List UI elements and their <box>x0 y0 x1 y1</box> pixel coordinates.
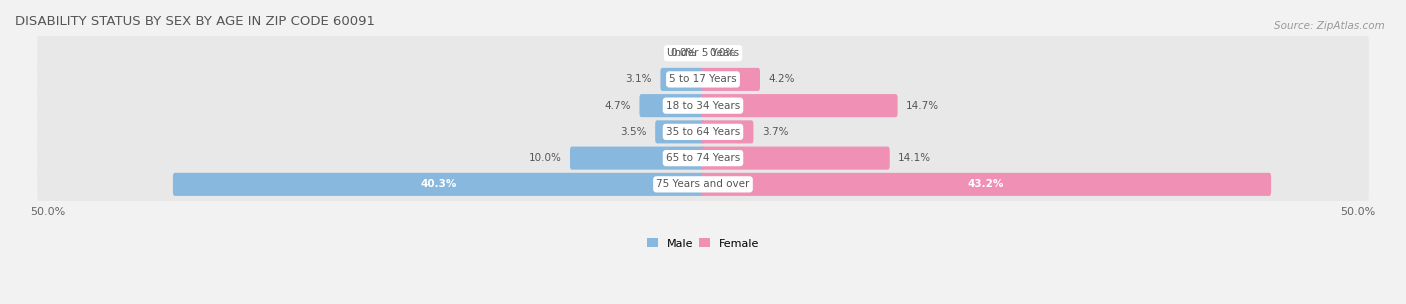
FancyBboxPatch shape <box>38 138 1368 178</box>
FancyBboxPatch shape <box>173 173 704 196</box>
Text: Under 5 Years: Under 5 Years <box>666 48 740 58</box>
FancyBboxPatch shape <box>38 112 1368 152</box>
Legend: Male, Female: Male, Female <box>647 238 759 249</box>
Text: 35 to 64 Years: 35 to 64 Years <box>666 127 740 137</box>
Text: 75 Years and over: 75 Years and over <box>657 179 749 189</box>
FancyBboxPatch shape <box>38 164 1368 204</box>
Text: DISABILITY STATUS BY SEX BY AGE IN ZIP CODE 60091: DISABILITY STATUS BY SEX BY AGE IN ZIP C… <box>15 15 375 28</box>
Text: 0.0%: 0.0% <box>710 48 735 58</box>
Text: 18 to 34 Years: 18 to 34 Years <box>666 101 740 111</box>
FancyBboxPatch shape <box>702 94 897 117</box>
FancyBboxPatch shape <box>38 60 1368 99</box>
Text: 3.1%: 3.1% <box>626 74 652 85</box>
Text: 65 to 74 Years: 65 to 74 Years <box>666 153 740 163</box>
FancyBboxPatch shape <box>38 86 1368 126</box>
FancyBboxPatch shape <box>702 120 754 143</box>
FancyBboxPatch shape <box>38 33 1368 73</box>
Text: 4.2%: 4.2% <box>769 74 794 85</box>
Text: 10.0%: 10.0% <box>529 153 561 163</box>
Text: 40.3%: 40.3% <box>420 179 457 189</box>
FancyBboxPatch shape <box>702 68 761 91</box>
Text: 0.0%: 0.0% <box>671 48 696 58</box>
Text: 14.7%: 14.7% <box>905 101 939 111</box>
Text: 4.7%: 4.7% <box>605 101 631 111</box>
FancyBboxPatch shape <box>640 94 704 117</box>
FancyBboxPatch shape <box>661 68 704 91</box>
Text: 3.7%: 3.7% <box>762 127 789 137</box>
FancyBboxPatch shape <box>655 120 704 143</box>
Text: Source: ZipAtlas.com: Source: ZipAtlas.com <box>1274 21 1385 31</box>
FancyBboxPatch shape <box>569 147 704 170</box>
Text: 5 to 17 Years: 5 to 17 Years <box>669 74 737 85</box>
Text: 43.2%: 43.2% <box>967 179 1004 189</box>
FancyBboxPatch shape <box>702 147 890 170</box>
Text: 3.5%: 3.5% <box>620 127 647 137</box>
FancyBboxPatch shape <box>702 173 1271 196</box>
Text: 14.1%: 14.1% <box>898 153 931 163</box>
